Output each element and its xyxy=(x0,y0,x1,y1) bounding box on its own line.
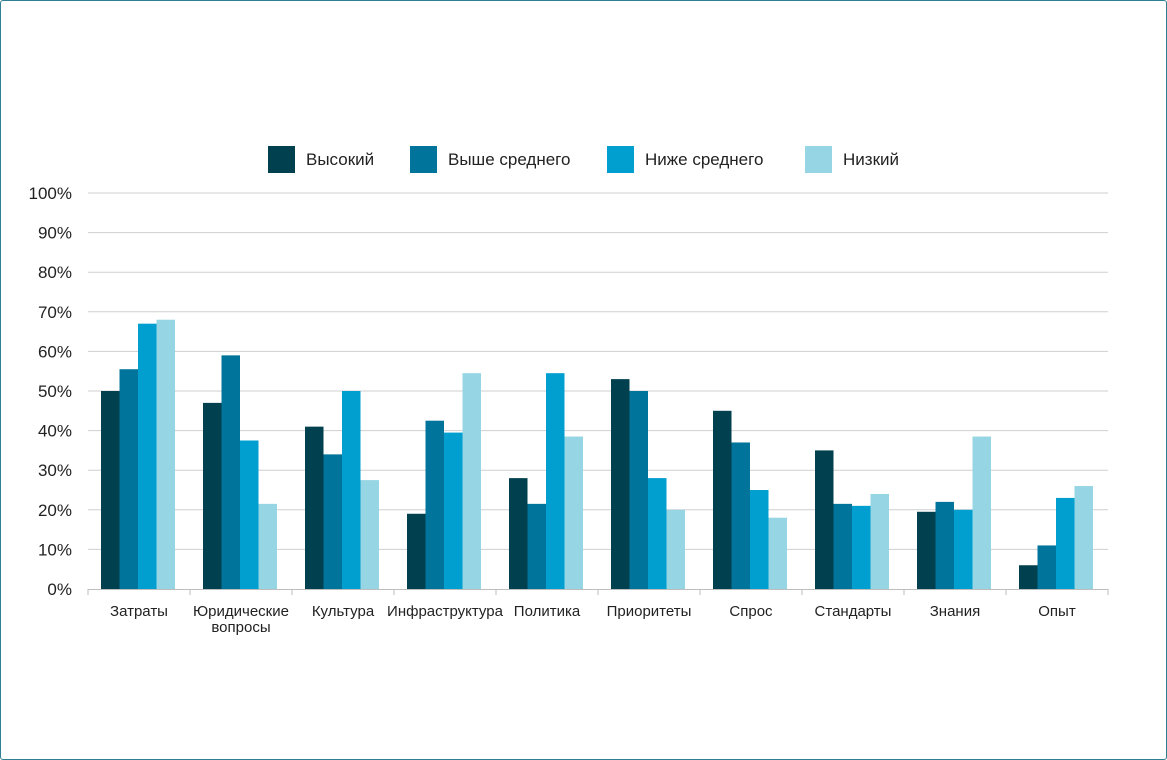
bar xyxy=(648,478,667,589)
legend-item: Выше среднего xyxy=(410,146,570,173)
bar xyxy=(935,501,954,589)
legend-label: Ниже среднего xyxy=(645,149,764,169)
x-axis-labels: Затраты Юридические вопросы Культура Инфраст… xyxy=(110,603,1076,636)
bar xyxy=(462,373,481,589)
bar xyxy=(731,442,750,589)
legend-label: Низкий xyxy=(843,149,899,169)
y-tick-label: 10% xyxy=(38,540,72,559)
y-tick-label: 40% xyxy=(38,422,72,441)
legend-swatch xyxy=(268,146,295,173)
legend-item: Высокий xyxy=(268,146,374,173)
bar xyxy=(1056,497,1075,589)
bar xyxy=(1019,565,1038,589)
bar xyxy=(629,391,648,589)
bar xyxy=(611,379,630,589)
x-tick-label: Стандарты xyxy=(815,603,892,620)
y-tick-label: 30% xyxy=(38,461,72,480)
bar xyxy=(527,503,546,589)
bar xyxy=(768,517,787,589)
bar xyxy=(815,450,834,589)
bar xyxy=(203,402,222,589)
y-tick-label: 60% xyxy=(38,342,72,361)
x-tick-label: Приоритеты xyxy=(607,603,692,620)
bar xyxy=(972,436,991,589)
bar xyxy=(546,373,565,589)
bar xyxy=(323,454,342,589)
bar xyxy=(156,319,175,589)
x-tick-label: Инфраструктура xyxy=(387,603,504,620)
y-tick-label: 20% xyxy=(38,501,72,520)
x-tick-label: Опыт xyxy=(1038,603,1076,620)
bar xyxy=(342,391,361,589)
bar xyxy=(240,440,259,589)
y-tick-label: 90% xyxy=(38,224,72,243)
bar xyxy=(425,420,444,589)
bar xyxy=(305,426,324,589)
bar xyxy=(564,436,583,589)
bar xyxy=(917,511,936,589)
bar xyxy=(870,493,889,589)
x-tick-label: Затраты xyxy=(110,603,168,620)
y-tick-label: 0% xyxy=(47,580,72,599)
bar xyxy=(258,503,277,589)
legend-item: Низкий xyxy=(805,146,899,173)
bar xyxy=(407,513,426,589)
y-tick-label: 100% xyxy=(29,184,72,203)
legend-item: Ниже среднего xyxy=(607,146,763,173)
x-tick-label: Юридические вопросы xyxy=(193,603,289,636)
bar xyxy=(101,391,120,589)
bar xyxy=(221,355,240,589)
chart-legend: Высокий Выше среднего Ниже среднего Низкий xyxy=(0,146,1167,176)
legend-swatch xyxy=(410,146,437,173)
bar xyxy=(360,480,379,589)
x-tick-label: Политика xyxy=(514,603,581,620)
bar xyxy=(833,503,852,589)
y-tick-label: 80% xyxy=(38,263,72,282)
y-tick-label: 70% xyxy=(38,303,72,322)
bar xyxy=(713,410,732,589)
y-axis-ticks: 0% 10% 20% 30% 40% 50% 60% 70% 80% 90% 100% xyxy=(29,184,72,599)
bar xyxy=(750,490,769,589)
bar xyxy=(1074,486,1093,589)
legend-label: Высокий xyxy=(306,149,375,169)
legend-swatch xyxy=(805,146,832,173)
bar xyxy=(138,323,157,589)
legend-swatch xyxy=(607,146,634,173)
bar xyxy=(444,432,463,589)
bar xyxy=(666,509,685,589)
bar xyxy=(119,369,138,589)
bar xyxy=(954,509,973,589)
bar xyxy=(509,478,528,589)
legend-label: Выше среднего xyxy=(448,149,571,169)
x-tick-label: Культура xyxy=(312,603,375,620)
bar xyxy=(852,505,871,589)
x-tick-label: Спрос xyxy=(729,603,773,620)
x-tick-label: Знания xyxy=(930,603,980,620)
bar xyxy=(1037,545,1056,589)
y-tick-label: 50% xyxy=(38,382,72,401)
x-axis xyxy=(87,589,1109,595)
bars xyxy=(101,319,1093,589)
